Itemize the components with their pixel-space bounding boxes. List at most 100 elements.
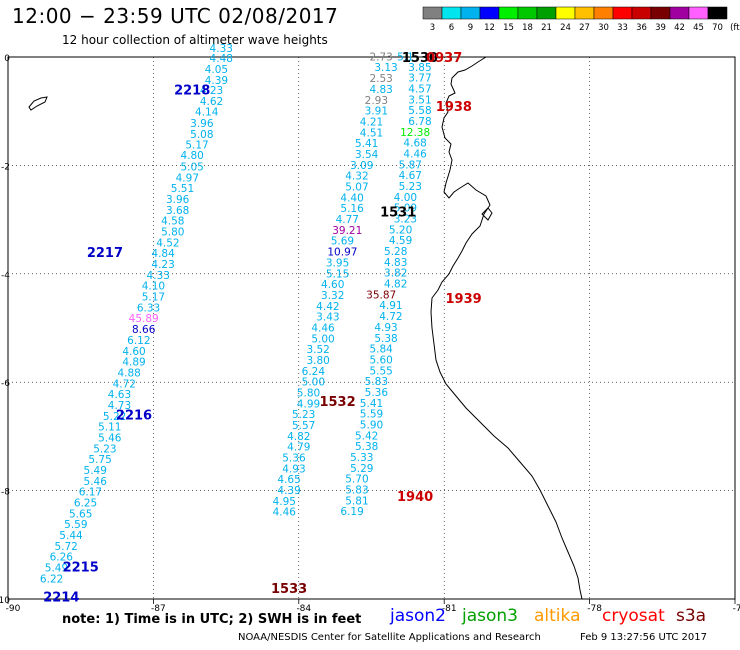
wave-height-value: 4.77	[336, 214, 359, 226]
wave-height-value: 5.09	[394, 203, 417, 215]
wave-height-value: 3.80	[306, 355, 329, 367]
wave-height-value: 5.72	[54, 541, 77, 553]
wave-height-value: 4.88	[117, 367, 140, 379]
wave-height-value: 6.19	[340, 506, 363, 518]
wave-height-value: 4.51	[360, 127, 383, 139]
wave-height-value: 5.42	[355, 430, 378, 442]
wave-height-value: 5.38	[355, 441, 378, 453]
wave-height-value: 4.60	[122, 346, 145, 358]
wave-height-value: 5.69	[331, 236, 354, 248]
wave-height-value: 2.93	[365, 95, 388, 107]
wave-height-value: 5.28	[384, 246, 407, 258]
x-tick-label: -78	[587, 604, 602, 614]
wave-height-value: 3.91	[365, 106, 388, 118]
wave-height-value: 4.82	[384, 279, 407, 291]
wave-height-value: 5.11	[98, 422, 121, 434]
wave-height-value: 45.89	[129, 313, 159, 325]
wave-height-value: 5.07	[345, 182, 368, 194]
wave-height-value: 6.33	[137, 302, 160, 314]
colorbar-label: 70	[712, 23, 723, 33]
wave-height-value: 4.48	[210, 53, 233, 65]
wave-height-value: 6.22	[40, 573, 63, 585]
wave-height-value: 3.52	[306, 344, 329, 356]
wave-height-value: 5.1	[397, 51, 414, 63]
pass-time-label: 2218	[174, 84, 210, 99]
wave-height-value: 4.80	[180, 150, 203, 162]
legend-s3a: s3a	[676, 606, 707, 626]
wave-height-value: 3.85	[408, 62, 431, 74]
wave-height-value: 3.96	[166, 194, 190, 206]
wave-height-value: 4.63	[108, 389, 131, 401]
wave-height-value: 6.25	[74, 498, 97, 510]
pass-time-label: 1530	[402, 51, 438, 66]
colorbar-label: 42	[674, 23, 685, 33]
wave-height-value: 5.83	[365, 376, 388, 388]
wave-height-value: 5.16	[340, 203, 364, 215]
wave-height-value: 5.46	[98, 432, 122, 444]
wave-height-value: 6.78	[408, 116, 431, 128]
wave-height-value: 4.73	[108, 400, 131, 412]
wave-height-value: 5.49	[45, 563, 68, 575]
wave-height-value: 5.59	[64, 519, 87, 531]
wave-height-value: 4.83	[384, 257, 407, 269]
pass-time-label: 2217	[87, 246, 123, 261]
colorbar-label: 18	[522, 23, 533, 33]
pass-time-label: 1532	[319, 395, 355, 410]
y-tick-label: -10	[0, 596, 10, 606]
wave-height-value: 5.44	[59, 530, 83, 542]
wave-height-value: 4.39	[277, 485, 300, 497]
pass-time-label: 1533	[271, 582, 307, 597]
colorbar-label: 15	[503, 23, 514, 33]
wave-height-value: 5.36	[282, 453, 306, 465]
wave-height-value: 5.00	[311, 333, 334, 345]
wave-height-value: 3.32	[321, 290, 344, 302]
wave-height-value: 4.05	[205, 64, 228, 76]
wave-height-value: 4.21	[360, 116, 383, 128]
map-subtitle: 12 hour collection of altimeter wave hei…	[62, 33, 328, 47]
wave-height-value: 5.90	[360, 419, 383, 431]
colorbar-label: 21	[541, 23, 552, 33]
wave-height-value: 4.67	[399, 170, 422, 182]
wave-height-value: 3.68	[166, 205, 189, 217]
wave-height-value: 4.60	[321, 279, 344, 291]
x-tick-label: -81	[442, 604, 457, 614]
grid-lines	[7, 56, 736, 604]
wave-height-value: 3.77	[408, 73, 431, 85]
colorbar-label: 27	[579, 23, 590, 33]
wave-height-value: 39.21	[332, 225, 362, 237]
wave-height-value: 4.00	[394, 192, 417, 204]
colorbar-label: 12	[484, 23, 495, 33]
pass-time-label: 1531	[380, 205, 416, 220]
colorbar-label: 3	[430, 23, 435, 33]
wave-height-value: 6.24	[302, 366, 326, 378]
wave-height-value: 3.82	[384, 268, 407, 280]
wave-height-value: 4.93	[282, 463, 305, 475]
wave-height-value: 4.91	[379, 300, 402, 312]
legend-cryosat: cryosat	[602, 606, 665, 626]
pass-time-label: 1938	[436, 100, 472, 115]
wave-height-value: 5.84	[369, 344, 393, 356]
pass-time-label: 1939	[445, 292, 481, 307]
wave-height-value: 5.05	[180, 161, 203, 173]
wave-height-value: 5.59	[360, 409, 383, 421]
wave-height-value: 5.80	[297, 387, 320, 399]
wave-height-value: 5.60	[369, 354, 392, 366]
pass-time-label: 0937	[426, 51, 462, 66]
wave-height-value: 35.87	[366, 289, 396, 301]
wave-height-value: 3.13	[374, 62, 397, 74]
wave-height-value: 4.23	[151, 259, 174, 271]
colorbar-label: 9	[468, 23, 473, 33]
wave-height-value: 4.72	[113, 378, 136, 390]
wave-height-values: 4.334.484.054.394.234.624.143.965.085.17…	[40, 43, 432, 586]
x-tick-label: -87	[151, 604, 166, 614]
galapagos-island	[28, 96, 48, 111]
wave-height-value: 3.95	[326, 257, 349, 269]
wave-height-value: 5.65	[69, 508, 92, 520]
wave-height-value: 4.59	[389, 235, 412, 247]
wave-height-value: 5.22	[103, 411, 126, 423]
south-america-coastline	[430, 56, 583, 600]
pass-time-label: 2215	[63, 560, 99, 575]
